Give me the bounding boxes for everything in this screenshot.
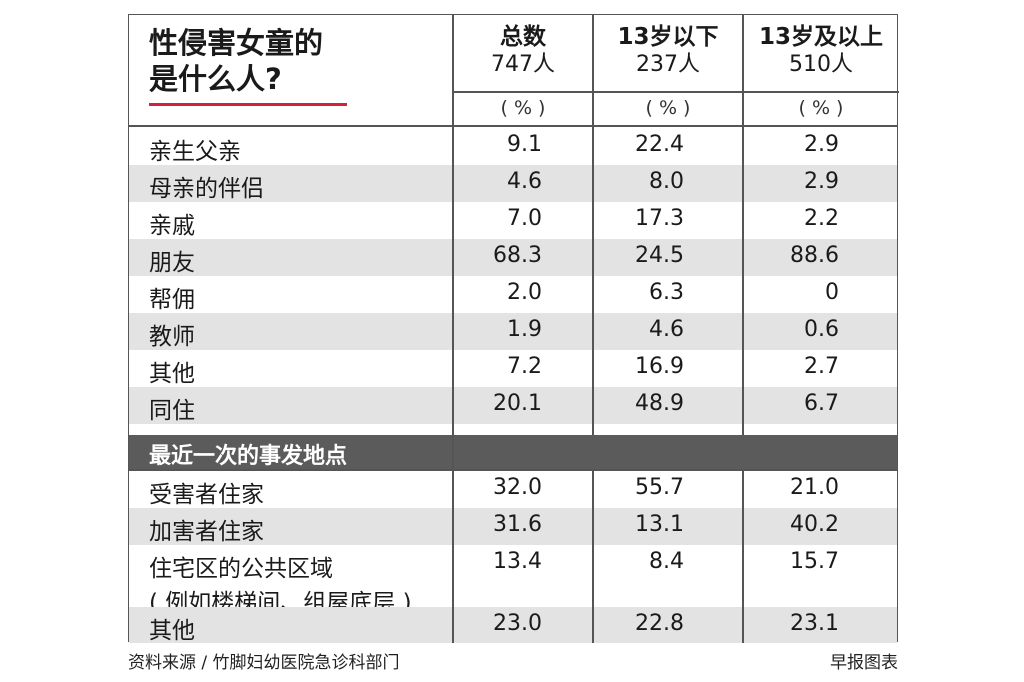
unit-divider bbox=[453, 91, 899, 93]
column-header-13plus: 13岁及以上 510人 bbox=[743, 23, 899, 79]
row-value: 68.3 bbox=[493, 243, 542, 268]
row-label: 同住 bbox=[149, 398, 195, 424]
table-row: 其他 7.2 16.9 2.7 bbox=[129, 350, 897, 387]
section-divider bbox=[129, 469, 897, 471]
column-header-total: 总数 747人 bbox=[453, 23, 593, 79]
column-divider bbox=[592, 469, 594, 643]
table-row: 朋友 68.3 24.5 88.6 bbox=[129, 239, 897, 276]
column-name: 13岁及以上 bbox=[758, 24, 883, 50]
column-count: 747人 bbox=[491, 52, 555, 77]
row-value: 4.6 bbox=[507, 169, 542, 194]
column-divider bbox=[452, 15, 454, 643]
column-header-under13: 13岁以下 237人 bbox=[593, 23, 743, 79]
unit-label: ( % ) bbox=[798, 97, 844, 119]
row-value: 1.9 bbox=[507, 317, 542, 342]
row-value: 22.4 bbox=[635, 132, 684, 157]
row-value: 9.1 bbox=[507, 132, 542, 157]
row-value: 32.0 bbox=[493, 475, 542, 500]
row-value: 2.9 bbox=[804, 132, 839, 157]
row-value: 88.6 bbox=[790, 243, 839, 268]
column-name: 总数 bbox=[500, 24, 546, 50]
table-row: 加害者住家 31.6 13.1 40.2 bbox=[129, 508, 897, 545]
row-value: 24.5 bbox=[635, 243, 684, 268]
row-value: 17.3 bbox=[635, 206, 684, 231]
row-label: 加害者住家 bbox=[149, 519, 264, 545]
row-value: 15.7 bbox=[790, 549, 839, 574]
row-label: 亲生父亲 bbox=[149, 139, 241, 165]
row-value: 2.9 bbox=[804, 169, 839, 194]
row-value: 0 bbox=[825, 280, 839, 305]
row-value: 2.7 bbox=[804, 354, 839, 379]
row-label: 帮佣 bbox=[149, 287, 195, 313]
table-row: 住宅区的公共区域( 例如楼梯间、组屋底层 ) 13.4 8.4 15.7 bbox=[129, 545, 897, 616]
column-name: 13岁以下 bbox=[617, 24, 719, 50]
row-value: 22.8 bbox=[635, 611, 684, 636]
row-value: 13.1 bbox=[635, 512, 684, 537]
unit-label: ( % ) bbox=[500, 97, 546, 119]
table-row: 同住 20.1 48.9 6.7 bbox=[129, 387, 897, 424]
table-row: 母亲的伴侣 4.6 8.0 2.9 bbox=[129, 165, 897, 202]
title-line-2: 是什么人? bbox=[149, 62, 282, 96]
row-value: 21.0 bbox=[790, 475, 839, 500]
table-row: 亲戚 7.0 17.3 2.2 bbox=[129, 202, 897, 239]
title-line-1: 性侵害女童的 bbox=[149, 26, 324, 60]
table-row: 教师 1.9 4.6 0.6 bbox=[129, 313, 897, 350]
row-label: 住宅区的公共区域 bbox=[149, 556, 333, 582]
row-label: 教师 bbox=[149, 324, 195, 350]
column-divider bbox=[592, 15, 594, 435]
section-bar: 最近一次的事发地点 bbox=[129, 435, 897, 469]
row-value: 23.0 bbox=[493, 611, 542, 636]
row-value: 7.2 bbox=[507, 354, 542, 379]
row-value: 8.0 bbox=[649, 169, 684, 194]
row-value: 6.3 bbox=[649, 280, 684, 305]
row-value: 40.2 bbox=[790, 512, 839, 537]
row-value: 55.7 bbox=[635, 475, 684, 500]
column-divider bbox=[742, 15, 744, 435]
row-value: 23.1 bbox=[790, 611, 839, 636]
row-value: 6.7 bbox=[804, 391, 839, 416]
column-count: 237人 bbox=[636, 52, 700, 77]
title-underline bbox=[149, 103, 347, 106]
table-row: 帮佣 2.0 6.3 0 bbox=[129, 276, 897, 313]
row-value: 2.2 bbox=[804, 206, 839, 231]
header-divider bbox=[129, 125, 897, 127]
row-label: 其他 bbox=[149, 618, 195, 644]
row-value: 2.0 bbox=[507, 280, 542, 305]
column-divider bbox=[742, 469, 744, 643]
table-frame: 性侵害女童的 是什么人? 总数 747人 13岁以下 237人 13岁及以上 5… bbox=[128, 14, 899, 644]
row-value: 48.9 bbox=[635, 391, 684, 416]
row-label: 受害者住家 bbox=[149, 482, 264, 508]
row-value: 13.4 bbox=[493, 549, 542, 574]
section-title: 最近一次的事发地点 bbox=[149, 444, 348, 469]
column-count: 510人 bbox=[789, 52, 853, 77]
row-value: 7.0 bbox=[507, 206, 542, 231]
row-label: 亲戚 bbox=[149, 213, 195, 239]
table-row: 亲生父亲 9.1 22.4 2.9 bbox=[129, 128, 897, 165]
table-title: 性侵害女童的 是什么人? bbox=[149, 25, 323, 97]
row-label: 朋友 bbox=[149, 250, 195, 276]
row-value: 16.9 bbox=[635, 354, 684, 379]
row-label: 其他 bbox=[149, 361, 195, 387]
row-value: 4.6 bbox=[649, 317, 684, 342]
row-value: 0.6 bbox=[804, 317, 839, 342]
credit-note: 早报图表 bbox=[830, 653, 898, 673]
row-label: 母亲的伴侣 bbox=[149, 176, 264, 202]
row-value: 8.4 bbox=[649, 549, 684, 574]
source-note: 资料来源 / 竹脚妇幼医院急诊科部门 bbox=[128, 653, 400, 673]
table-row: 其他 23.0 22.8 23.1 bbox=[129, 607, 897, 644]
row-value: 20.1 bbox=[493, 391, 542, 416]
table-row: 受害者住家 32.0 55.7 21.0 bbox=[129, 471, 897, 508]
row-value: 31.6 bbox=[493, 512, 542, 537]
unit-label: ( % ) bbox=[645, 97, 691, 119]
